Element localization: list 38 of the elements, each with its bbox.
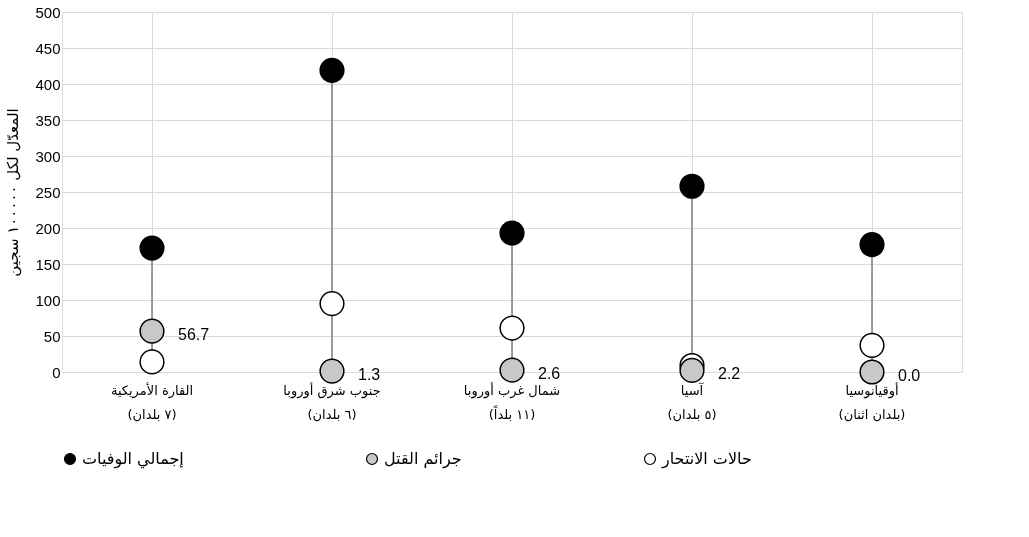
- y-tick-label: 200: [35, 219, 61, 237]
- y-tick-label: 100: [35, 291, 61, 309]
- legend-label: حالات الانتحار: [661, 449, 752, 469]
- x-tick-label: شمال غرب أوروبا (١١ بلداً): [463, 381, 561, 422]
- point: [499, 220, 525, 246]
- legend-label: جرائم القتل: [384, 449, 462, 469]
- point: [319, 358, 345, 384]
- y-tick-label: 350: [35, 111, 61, 129]
- x-tick-label: آسيا (٥ بلدان): [667, 381, 717, 422]
- y-tick-label: 250: [35, 183, 61, 201]
- y-tick-label: 50: [43, 327, 61, 345]
- data-label: 1.3: [358, 366, 381, 384]
- point: [859, 332, 885, 358]
- y-tick-label: 300: [35, 147, 61, 165]
- point: [499, 357, 525, 383]
- y-tick-label: 150: [35, 255, 61, 273]
- y-tick-label: 450: [35, 39, 61, 57]
- point: [139, 349, 165, 375]
- data-label: 2.6: [538, 365, 561, 383]
- data-label: 56.7: [178, 326, 210, 344]
- point: [499, 315, 525, 341]
- data-label: 0.0: [898, 367, 921, 384]
- point: [319, 291, 345, 317]
- x-tick-label: القارة الأمريكية (٧ بلدان): [110, 381, 194, 422]
- y-tick-label: 500: [35, 3, 61, 21]
- legend-label: إجمالي الوفيات: [82, 449, 184, 469]
- data-label: 2.2: [718, 365, 741, 383]
- y-axis-title: المعدّل لكل ١٠٠٠٠٠ سجين: [4, 108, 23, 277]
- point: [679, 173, 705, 199]
- point: [139, 235, 165, 261]
- x-tick-label: أوقيانوسيا (بلدان اثنان): [838, 381, 906, 422]
- point: [319, 57, 345, 83]
- x-tick-label: جنوب شرق أوروبا (٦ بلدان): [283, 381, 381, 422]
- point: [679, 357, 705, 383]
- y-tick-label: 0: [52, 363, 61, 381]
- point: [139, 318, 165, 344]
- point: [859, 232, 885, 258]
- y-tick-label: 400: [35, 75, 61, 93]
